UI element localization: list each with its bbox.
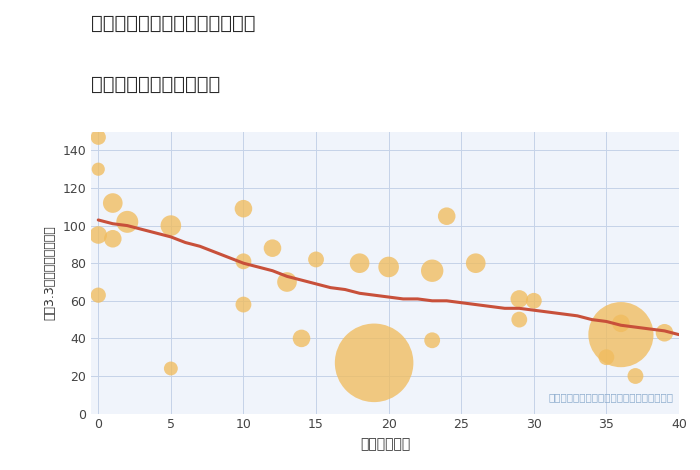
- Point: [514, 316, 525, 323]
- Text: 円の大きさは、取引のあった物件面積を示す: 円の大きさは、取引のあった物件面積を示す: [548, 392, 673, 402]
- Point: [238, 301, 249, 308]
- Point: [659, 329, 670, 337]
- Point: [470, 259, 482, 267]
- Point: [238, 205, 249, 212]
- Point: [238, 258, 249, 265]
- Point: [296, 335, 307, 342]
- Point: [107, 235, 118, 243]
- Point: [441, 212, 452, 220]
- Point: [92, 165, 104, 173]
- Point: [92, 231, 104, 239]
- Point: [426, 337, 438, 344]
- Point: [165, 222, 176, 229]
- Y-axis label: 坪（3.3㎡）単価（万円）: 坪（3.3㎡）単価（万円）: [43, 225, 57, 320]
- Point: [615, 320, 626, 327]
- Point: [601, 353, 612, 361]
- Point: [92, 133, 104, 141]
- Point: [310, 256, 321, 263]
- Point: [122, 218, 133, 226]
- Point: [630, 372, 641, 380]
- Point: [528, 297, 540, 305]
- Point: [92, 291, 104, 299]
- Point: [368, 359, 379, 367]
- Point: [267, 244, 278, 252]
- Text: 築年数別中古戸建て価格: 築年数別中古戸建て価格: [91, 75, 220, 94]
- X-axis label: 築年数（年）: 築年数（年）: [360, 437, 410, 451]
- Text: 兵庫県神戸市須磨区上細沢町の: 兵庫県神戸市須磨区上細沢町の: [91, 14, 256, 33]
- Point: [107, 199, 118, 207]
- Point: [383, 263, 394, 271]
- Point: [615, 331, 626, 338]
- Point: [354, 259, 365, 267]
- Point: [281, 278, 293, 286]
- Point: [514, 295, 525, 303]
- Point: [165, 365, 176, 372]
- Point: [426, 267, 438, 274]
